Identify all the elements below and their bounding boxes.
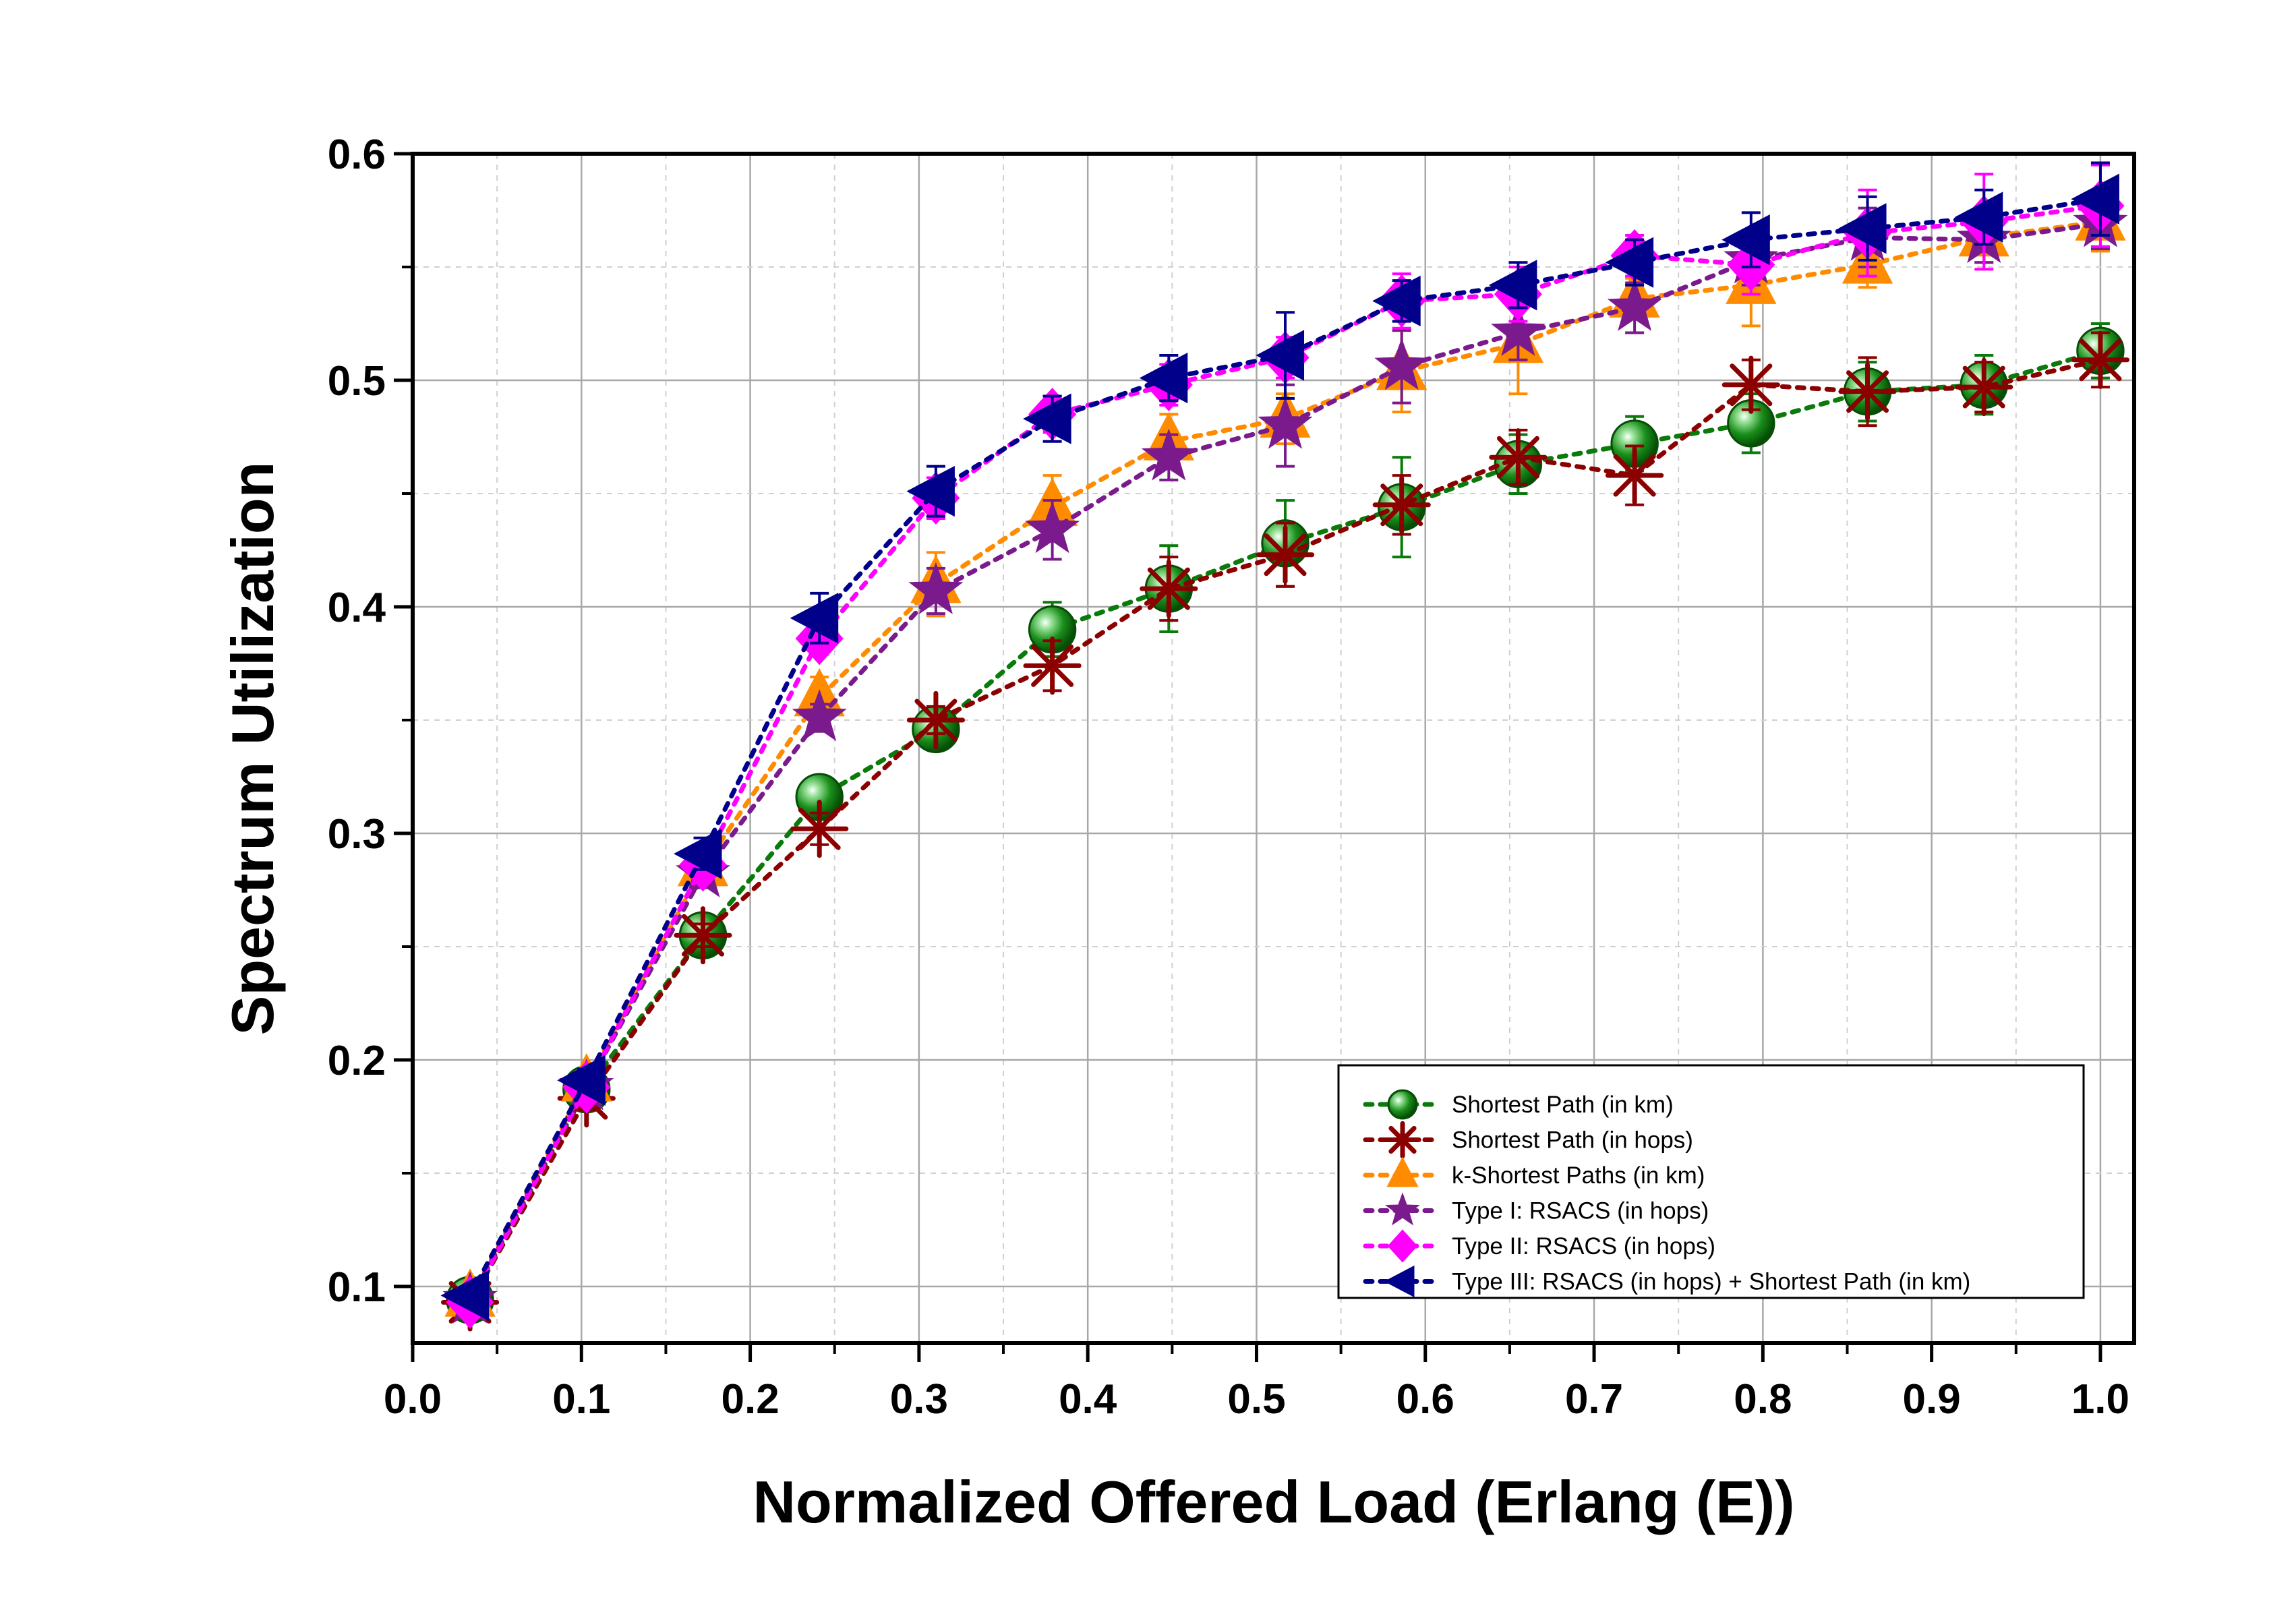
x-tick-label: 0.4 [1059,1376,1117,1423]
asterisk-stroke [1846,370,1889,413]
legend-item: Shortest Path (in km) [1363,1089,1674,1120]
y-tick-label: 0.4 [328,585,386,631]
asterisk-marker [1256,525,1315,584]
triangle-left-marker [1837,203,1887,254]
asterisk-marker [1384,1121,1421,1159]
asterisk-marker [1023,636,1082,695]
x-tick-label: 0.8 [1734,1376,1792,1423]
asterisk-marker [2071,330,2130,389]
asterisk-stroke [1496,436,1539,479]
triangle-left-marker [557,1055,606,1106]
axis-ticks: 0.0 0.1 0.2 0.3 0.4 0.5 0.6 0.7 0.8 0.9 1.0 0.1 0.2 0… [328,131,2129,1423]
triangle-left-marker [1954,191,2003,243]
triangle-left-marker [790,593,839,644]
plot-frame [411,152,2136,1345]
y-tick-label: 0.2 [328,1038,386,1084]
legend-item: Type I: RSACS (in hops) [1363,1192,1709,1226]
y-tick-label: 0.3 [328,811,386,858]
x-tick-label: 0.1 [552,1376,610,1423]
y-tick-label: 0.5 [328,358,386,405]
series-line [467,203,2103,1305]
legend-item: k-Shortest Paths (in km) [1363,1156,1705,1189]
asterisk-marker [1489,428,1548,487]
star-marker [1258,396,1313,449]
series-type-iii-rsacs-in-hops-shortest-path-in-km [440,161,2119,1322]
asterisk-stroke [1147,567,1190,610]
asterisk-marker [1606,446,1664,505]
series-layer [440,161,2130,1332]
triangle-up-marker [1386,1156,1419,1187]
asterisk-stroke [798,807,841,850]
triangle-left-marker [2071,173,2119,225]
legend-label: Shortest Path (in km) [1452,1092,1674,1118]
triangle-left-marker [1139,352,1188,404]
asterisk-marker [1140,560,1198,618]
asterisk-stroke [1031,644,1074,687]
triangle-left-marker [1384,1265,1415,1298]
diamond-marker [1387,1229,1418,1263]
x-tick-label: 0.5 [1227,1376,1285,1423]
legend-label: Type II: RSACS (in hops) [1452,1233,1715,1259]
asterisk-stroke [1613,454,1656,497]
x-tick-label: 0.9 [1903,1376,1961,1423]
asterisk-stroke [1962,365,2005,409]
asterisk-marker [1721,355,1780,414]
triangle-left-marker [673,828,722,879]
triangle-left-marker [1372,275,1421,327]
x-axis-title: Normalized Offered Load (Erlang (E)) [753,1468,1794,1535]
asterisk-stroke [1730,363,1773,407]
asterisk-stroke [1264,533,1307,576]
legend-label: Shortest Path (in hops) [1452,1127,1693,1154]
star-marker [1141,428,1196,481]
star-marker [908,562,964,614]
star-marker [1374,338,1430,390]
x-tick-label: 0.7 [1565,1376,1623,1423]
legend-label: Type I: RSACS (in hops) [1452,1198,1709,1224]
triangle-left-marker [906,465,955,517]
asterisk-stroke [682,914,725,957]
asterisk-marker [1372,475,1431,534]
x-tick-label: 0.6 [1396,1376,1454,1423]
asterisk-stroke [2079,338,2122,382]
asterisk-marker [906,690,966,750]
legend-item: Shortest Path (in hops) [1363,1121,1693,1159]
sphere-marker [1387,1089,1418,1120]
x-tick-label: 0.3 [890,1376,948,1423]
legend-box [1337,1064,2085,1299]
star-marker [1607,278,1662,331]
legend: Shortest Path (in km) Shortest Path (in h… [1337,1064,2085,1299]
asterisk-marker [674,906,732,965]
star-marker [792,689,847,742]
legend-label: Type III: RSACS (in hops) + Shortest Pat… [1452,1269,1970,1295]
asterisk-stroke [1388,1125,1417,1154]
legend-item: Type III: RSACS (in hops) + Shortest Pat… [1363,1265,1970,1298]
asterisk-stroke [914,699,958,742]
asterisk-marker [1838,362,1897,421]
legend-item: Type II: RSACS (in hops) [1363,1229,1715,1263]
legend-label: k-Shortest Paths (in km) [1452,1162,1705,1189]
triangle-left-marker [1605,237,1654,288]
y-tick-label: 0.1 [328,1264,386,1311]
x-tick-label: 0.2 [721,1376,779,1423]
series-line [467,221,2103,1303]
triangle-left-marker [1023,393,1071,444]
triangle-left-marker [1256,330,1305,381]
x-tick-label: 1.0 [2071,1376,2129,1423]
asterisk-stroke [1380,483,1423,527]
y-axis-title: Spectrum Utilization [219,462,286,1036]
star-marker [1385,1192,1420,1226]
asterisk-marker [1955,357,2013,417]
triangle-left-marker [440,1270,490,1322]
y-tick-label: 0.6 [328,131,386,178]
star-marker [1025,501,1080,554]
star-marker [1490,303,1546,356]
x-tick-label: 0.0 [384,1376,442,1423]
asterisk-marker [790,800,849,858]
triangle-left-marker [1488,260,1537,311]
triangle-left-marker [1721,214,1770,266]
